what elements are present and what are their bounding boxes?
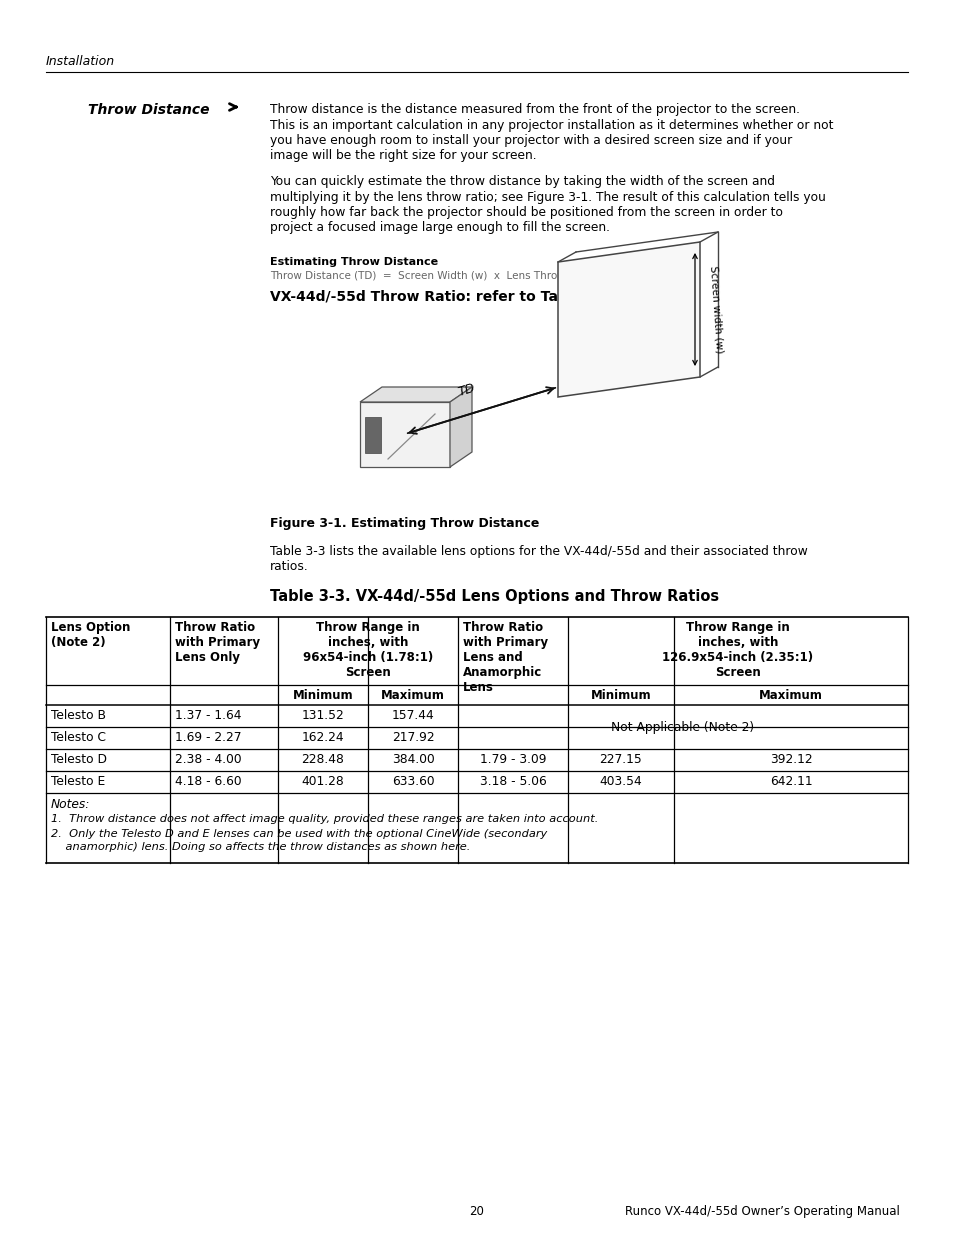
- Text: 2.38 - 4.00: 2.38 - 4.00: [174, 753, 241, 766]
- Text: TD: TD: [456, 382, 476, 399]
- Text: Table 3-3 lists the available lens options for the VX-44d/-55d and their associa: Table 3-3 lists the available lens optio…: [270, 545, 807, 558]
- Text: Throw distance is the distance measured from the front of the projector to the s: Throw distance is the distance measured …: [270, 103, 800, 116]
- Text: Telesto E: Telesto E: [51, 776, 105, 788]
- Text: 227.15: 227.15: [599, 753, 641, 766]
- Text: 131.52: 131.52: [301, 709, 344, 722]
- Text: project a focused image large enough to fill the screen.: project a focused image large enough to …: [270, 221, 609, 235]
- Text: 401.28: 401.28: [301, 776, 344, 788]
- Text: 157.44: 157.44: [392, 709, 434, 722]
- Text: You can quickly estimate the throw distance by taking the width of the screen an: You can quickly estimate the throw dista…: [270, 175, 774, 188]
- Text: Figure 3-1. Estimating Throw Distance: Figure 3-1. Estimating Throw Distance: [270, 517, 538, 530]
- Text: 162.24: 162.24: [301, 731, 344, 743]
- Text: Estimating Throw Distance: Estimating Throw Distance: [270, 257, 437, 267]
- Text: 1.37 - 1.64: 1.37 - 1.64: [174, 709, 241, 722]
- Text: Maximum: Maximum: [380, 689, 444, 701]
- Text: Notes:: Notes:: [51, 798, 91, 811]
- Text: multiplying it by the lens throw ratio; see Figure 3-1. The result of this calcu: multiplying it by the lens throw ratio; …: [270, 190, 825, 204]
- Text: 4.18 - 6.60: 4.18 - 6.60: [174, 776, 241, 788]
- Bar: [365, 417, 380, 453]
- Text: Throw Range in
inches, with
126.9x54-inch (2.35:1)
Screen: Throw Range in inches, with 126.9x54-inc…: [661, 621, 813, 679]
- Text: 228.48: 228.48: [301, 753, 344, 766]
- Text: Maximum: Maximum: [759, 689, 822, 701]
- Text: 384.00: 384.00: [392, 753, 434, 766]
- Text: VX-44d/-55d Throw Ratio: refer to Table 3-3: VX-44d/-55d Throw Ratio: refer to Table …: [270, 290, 611, 304]
- Text: 403.54: 403.54: [599, 776, 641, 788]
- Text: Throw Distance (TD)  =  Screen Width (w)  x  Lens Throw Ratio: Throw Distance (TD) = Screen Width (w) x…: [270, 270, 595, 280]
- Text: This is an important calculation in any projector installation as it determines : This is an important calculation in any …: [270, 119, 833, 131]
- Text: image will be the right size for your screen.: image will be the right size for your sc…: [270, 149, 536, 163]
- Text: Minimum: Minimum: [293, 689, 353, 701]
- Text: Lens Option
(Note 2): Lens Option (Note 2): [51, 621, 131, 650]
- Text: Throw Ratio
with Primary
Lens and
Anamorphic
Lens: Throw Ratio with Primary Lens and Anamor…: [462, 621, 548, 694]
- Polygon shape: [359, 403, 450, 467]
- Polygon shape: [450, 387, 472, 467]
- Text: 392.12: 392.12: [769, 753, 811, 766]
- Text: 1.69 - 2.27: 1.69 - 2.27: [174, 731, 241, 743]
- Text: 1.  Throw distance does not affect image quality, provided these ranges are take: 1. Throw distance does not affect image …: [51, 814, 598, 824]
- Text: anamorphic) lens. Doing so affects the throw distances as shown here.: anamorphic) lens. Doing so affects the t…: [51, 842, 470, 852]
- Text: 2.  Only the Telesto D and E lenses can be used with the optional CineWide (seco: 2. Only the Telesto D and E lenses can b…: [51, 829, 547, 839]
- Text: Installation: Installation: [46, 56, 115, 68]
- Text: 633.60: 633.60: [392, 776, 434, 788]
- Text: Telesto D: Telesto D: [51, 753, 107, 766]
- Text: Not Applicable (Note 2): Not Applicable (Note 2): [611, 720, 754, 734]
- Text: 1.79 - 3.09: 1.79 - 3.09: [479, 753, 546, 766]
- Text: Table 3-3. VX-44d/-55d Lens Options and Throw Ratios: Table 3-3. VX-44d/-55d Lens Options and …: [270, 589, 719, 604]
- Text: Throw Distance: Throw Distance: [88, 103, 210, 117]
- Text: roughly how far back the projector should be positioned from the screen in order: roughly how far back the projector shoul…: [270, 206, 782, 219]
- Text: 3.18 - 5.06: 3.18 - 5.06: [479, 776, 546, 788]
- Text: Screen width (w): Screen width (w): [708, 266, 724, 353]
- Text: 217.92: 217.92: [392, 731, 434, 743]
- Text: Telesto B: Telesto B: [51, 709, 106, 722]
- Polygon shape: [558, 242, 700, 396]
- Text: Minimum: Minimum: [590, 689, 651, 701]
- Text: Runco VX-44d/-55d Owner’s Operating Manual: Runco VX-44d/-55d Owner’s Operating Manu…: [624, 1205, 899, 1218]
- Text: Throw Range in
inches, with
96x54-inch (1.78:1)
Screen: Throw Range in inches, with 96x54-inch (…: [302, 621, 433, 679]
- Text: 642.11: 642.11: [769, 776, 811, 788]
- Text: ratios.: ratios.: [270, 559, 309, 573]
- Polygon shape: [359, 387, 472, 403]
- Text: Throw Ratio
with Primary
Lens Only: Throw Ratio with Primary Lens Only: [174, 621, 260, 664]
- Text: you have enough room to install your projector with a desired screen size and if: you have enough room to install your pro…: [270, 135, 791, 147]
- Text: Telesto C: Telesto C: [51, 731, 106, 743]
- Text: 20: 20: [469, 1205, 484, 1218]
